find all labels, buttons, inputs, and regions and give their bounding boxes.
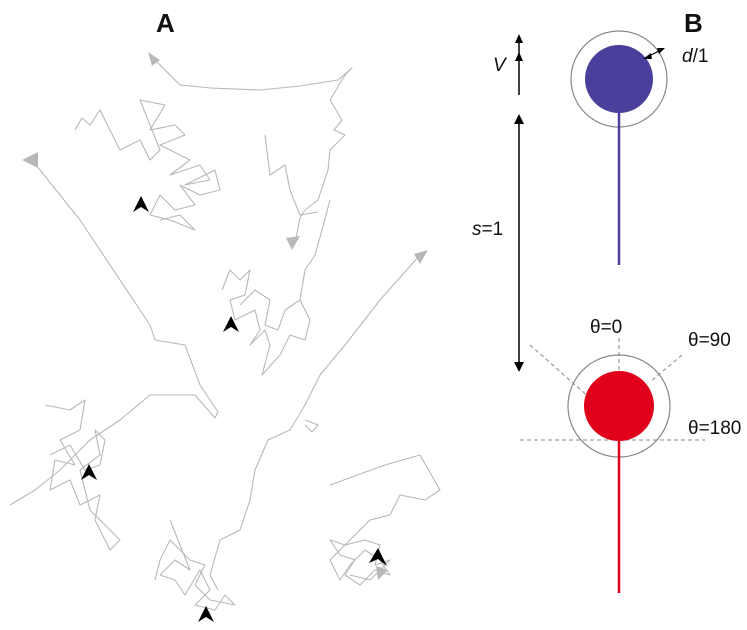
- start-arrowhead-marker: [81, 464, 97, 480]
- cell-trajectory: [9, 152, 219, 506]
- separation-label: s=1: [472, 219, 503, 240]
- start-arrowhead-marker: [369, 548, 387, 566]
- cell-trajectory: [74, 99, 319, 231]
- upper-cell: [570, 30, 668, 265]
- cell-trajectory: [154, 519, 236, 611]
- panel-b-letter: B: [684, 8, 703, 38]
- lower-cell-body: [584, 371, 654, 441]
- cell-trajectory: [221, 199, 331, 376]
- cell-trajectory: [148, 52, 353, 250]
- panel-a-letter: A: [156, 8, 175, 38]
- theta-90-label: θ=90: [688, 330, 731, 351]
- trajectory-end-arrow: [22, 152, 38, 168]
- trajectory-end-arrow: [414, 250, 428, 264]
- panel-b: B V d/1 s=1: [472, 8, 741, 593]
- panel-a: A: [9, 8, 441, 622]
- upper-cell-body: [585, 45, 653, 113]
- detection-distance-arrow: [643, 48, 665, 59]
- cell-trajectory: [329, 454, 441, 586]
- velocity-label: V: [493, 55, 508, 76]
- cell-trajectory: [44, 399, 121, 551]
- theta-0-label: θ=0: [590, 317, 622, 338]
- trajectory-end-arrow: [376, 566, 388, 580]
- detection-distance-label: d/1: [682, 46, 708, 67]
- velocity-arrow: [515, 34, 523, 95]
- start-arrowhead-marker: [198, 606, 214, 622]
- cell-trajectory: [209, 250, 428, 591]
- start-arrowhead-marker: [223, 316, 239, 332]
- start-arrowhead-marker: [133, 196, 149, 212]
- trajectory-end-arrow: [286, 236, 300, 250]
- trajectory-end-arrow: [148, 52, 160, 66]
- separation-arrow: [514, 114, 524, 372]
- theta-180-label: θ=180: [688, 418, 741, 439]
- lower-cell: [567, 354, 671, 593]
